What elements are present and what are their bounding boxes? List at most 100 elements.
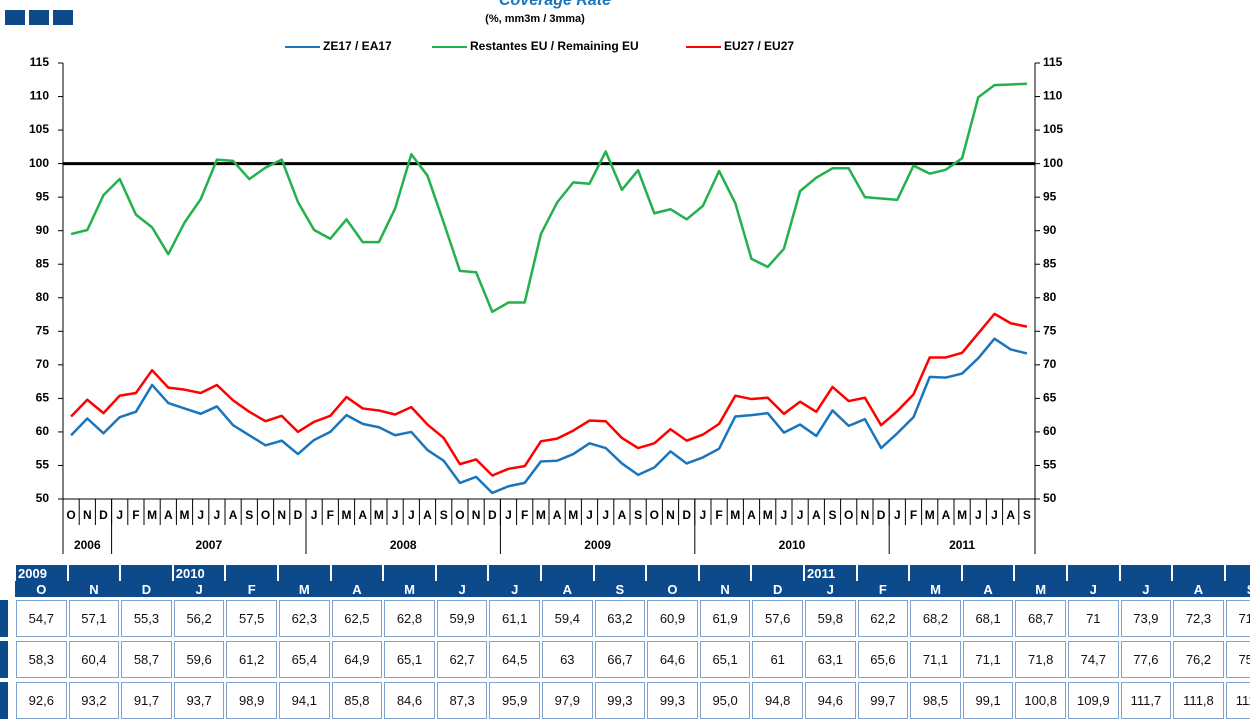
year-header <box>1225 565 1250 581</box>
y-tick-label: 75 <box>36 323 50 337</box>
y-tick-label: 55 <box>36 458 50 472</box>
logo-square <box>5 10 25 25</box>
month-header: J <box>488 581 541 597</box>
month-header: A <box>1172 581 1225 597</box>
x-tick-label: O <box>650 508 659 522</box>
year-header <box>542 565 593 581</box>
table-cell: 76,2 <box>1173 641 1224 678</box>
month-header: D <box>120 581 173 597</box>
month-header: M <box>909 581 962 597</box>
year-header <box>279 565 330 581</box>
x-tick-label: A <box>747 508 756 522</box>
y2-tick-label: 75 <box>1043 323 1057 337</box>
series-line <box>70 312 1028 477</box>
table-cell: 71,1 <box>910 641 961 678</box>
chart-title: Coverage Rate <box>499 0 611 9</box>
y2-tick-label: 100 <box>1043 156 1063 170</box>
month-header: O <box>646 581 699 597</box>
month-header: A <box>541 581 594 597</box>
x-tick-label: O <box>261 508 270 522</box>
month-header: O <box>15 581 68 597</box>
table-cell: 97,9 <box>542 682 593 719</box>
year-header <box>647 565 698 581</box>
month-header: J <box>435 581 489 597</box>
table-cell: 93,7 <box>173 682 225 719</box>
year-header <box>384 565 435 581</box>
x-tick-label: A <box>553 508 562 522</box>
table-cell: 84,6 <box>384 682 435 719</box>
table-cell: 62,2 <box>857 600 909 637</box>
x-tick-label: J <box>116 508 123 522</box>
year-label: 2011 <box>949 538 975 552</box>
month-header: F <box>225 581 278 597</box>
year-header <box>857 565 909 581</box>
data-table: 2009OND2010JFMAMJJASOND2011JFMAMJJAS54,7… <box>0 565 1250 724</box>
year-header <box>489 565 540 581</box>
month-header: J <box>172 581 226 597</box>
table-cell: 85,8 <box>331 682 383 719</box>
table-cell: 57,5 <box>226 600 277 637</box>
table-cell: 62,7 <box>436 641 488 678</box>
table-cell: 56,2 <box>173 600 225 637</box>
table-cell: 65,6 <box>857 641 909 678</box>
y2-tick-label: 90 <box>1043 223 1057 237</box>
table-cell: 74,7 <box>1068 641 1119 678</box>
x-tick-label: O <box>455 508 464 522</box>
x-tick-label: M <box>342 508 352 522</box>
year-header <box>752 565 803 581</box>
y-tick-label: 115 <box>30 55 50 69</box>
x-tick-label: J <box>975 508 982 522</box>
table-cell: 68,7 <box>1015 600 1066 637</box>
year-header: 2009 <box>16 565 67 581</box>
x-tick-label: M <box>147 508 157 522</box>
table-cell: 94,8 <box>752 682 803 719</box>
year-header <box>331 565 383 581</box>
year-header <box>594 565 646 581</box>
x-tick-label: S <box>634 508 642 522</box>
table-cell: 60,4 <box>68 641 120 678</box>
year-header: 2011 <box>805 565 856 581</box>
table-cell: 75,7 <box>1225 641 1250 678</box>
x-tick-label: J <box>586 508 593 522</box>
x-tick-label: J <box>700 508 707 522</box>
month-header: S <box>593 581 647 597</box>
x-tick-label: S <box>1023 508 1031 522</box>
table-cell: 72,3 <box>1173 600 1224 637</box>
y-tick-label: 85 <box>36 256 50 270</box>
table-cell: 61,1 <box>489 600 540 637</box>
x-tick-label: A <box>618 508 627 522</box>
x-tick-label: D <box>877 508 886 522</box>
chart: Coverage Rate (%, mm3m / 3mma) 50 55 60 65 7… <box>5 0 1063 554</box>
legend-label: EU27 / EU27 <box>724 39 794 53</box>
x-tick-label: J <box>311 508 318 522</box>
x-tick-label: N <box>83 508 92 522</box>
table-cell: 94,1 <box>279 682 330 719</box>
table-cell: 63,2 <box>594 600 646 637</box>
y-tick-label: 90 <box>36 223 50 237</box>
year-label: 2009 <box>584 538 611 552</box>
row-marker <box>0 641 8 678</box>
x-tick-label: D <box>99 508 108 522</box>
legend-label: Restantes EU / Remaining EU <box>470 39 639 53</box>
table-cell: 59,6 <box>173 641 225 678</box>
x-tick-label: M <box>730 508 740 522</box>
table-cell: 62,8 <box>384 600 435 637</box>
table-cell: 98,9 <box>226 682 277 719</box>
x-tick-label: N <box>472 508 481 522</box>
y-tick-label: 65 <box>36 391 50 405</box>
table-cell: 66,7 <box>594 641 646 678</box>
series-line <box>70 82 1027 314</box>
table-cell: 99,3 <box>647 682 698 719</box>
table-cell: 54,7 <box>16 600 67 637</box>
table-cell: 61,2 <box>226 641 277 678</box>
x-tick-label: N <box>277 508 286 522</box>
x-tick-label: O <box>66 508 75 522</box>
table-cell: 64,9 <box>331 641 383 678</box>
y2-tick-label: 50 <box>1043 491 1057 505</box>
table-cell: 65,4 <box>279 641 330 678</box>
table-cell: 71,7 <box>1225 600 1250 637</box>
month-header: A <box>961 581 1015 597</box>
table-cell: 61,9 <box>699 600 751 637</box>
table-cell: 58,7 <box>121 641 172 678</box>
